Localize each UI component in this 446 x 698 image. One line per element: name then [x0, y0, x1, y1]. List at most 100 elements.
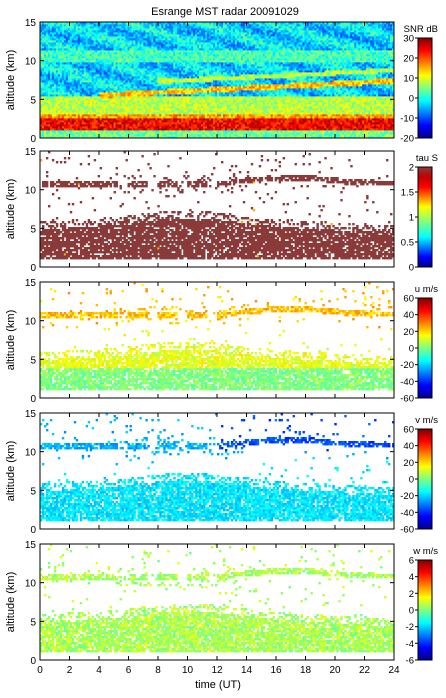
data-cell	[187, 124, 190, 127]
data-cell	[69, 42, 73, 45]
data-cell	[121, 130, 124, 133]
data-cell	[179, 54, 182, 57]
data-cell	[101, 80, 105, 83]
data-cell	[81, 112, 85, 115]
data-cell	[65, 54, 69, 57]
data-cell	[99, 46, 103, 49]
data-cell	[105, 62, 109, 65]
data-cell	[169, 76, 172, 79]
data-cell	[89, 36, 93, 39]
data-cell	[153, 100, 156, 103]
data-cell	[121, 58, 124, 61]
data-cell	[97, 28, 101, 31]
data-cell	[151, 120, 154, 123]
data-cell	[45, 56, 49, 59]
data-cell	[115, 120, 118, 123]
data-cell	[111, 22, 114, 25]
data-cell	[131, 132, 134, 135]
data-cell	[121, 28, 124, 31]
data-cell	[203, 82, 206, 85]
data-cell	[77, 72, 81, 75]
data-cell	[79, 24, 83, 27]
data-cell	[53, 30, 57, 33]
data-cell	[115, 72, 118, 75]
data-cell	[91, 70, 95, 73]
data-cell	[99, 36, 103, 39]
data-cell	[79, 66, 83, 69]
data-cell	[125, 70, 128, 73]
data-cell	[41, 88, 45, 91]
data-cell	[89, 46, 93, 49]
data-cell	[183, 114, 186, 117]
data-cell	[129, 136, 132, 138]
data-cell	[181, 58, 184, 61]
data-cell	[83, 58, 87, 61]
data-cell	[207, 116, 210, 119]
data-cell	[155, 116, 158, 119]
data-cell	[115, 94, 118, 97]
data-cell	[169, 100, 172, 103]
data-cell	[133, 92, 136, 95]
data-cell	[137, 28, 140, 31]
data-cell	[89, 132, 93, 135]
data-cell	[167, 100, 170, 103]
data-cell	[123, 80, 126, 83]
data-cell	[103, 90, 107, 93]
data-cell	[61, 132, 65, 135]
data-cell	[153, 130, 156, 133]
data-cell	[161, 52, 164, 55]
data-cell	[87, 40, 91, 43]
data-cell	[165, 74, 168, 77]
data-cell	[145, 90, 148, 93]
data-cell	[135, 26, 138, 29]
data-cell	[185, 94, 188, 97]
data-cell	[137, 34, 140, 37]
data-cell	[111, 126, 114, 129]
data-cell	[113, 114, 116, 117]
data-cell	[157, 118, 160, 121]
data-cell	[71, 100, 75, 103]
data-cell	[143, 100, 146, 103]
data-cell	[143, 34, 146, 37]
data-cell	[131, 58, 134, 61]
data-cell	[61, 40, 65, 43]
data-cell	[193, 30, 196, 33]
data-cell	[119, 120, 122, 123]
data-cell	[165, 68, 168, 71]
data-cell	[133, 102, 136, 105]
data-cell	[209, 116, 212, 119]
data-cell	[189, 42, 192, 45]
data-cell	[185, 64, 188, 67]
data-cell	[207, 100, 210, 103]
data-cell	[183, 104, 186, 107]
data-cell	[45, 38, 49, 41]
data-cell	[115, 24, 118, 27]
data-cell	[93, 128, 97, 131]
data-cell	[77, 34, 81, 37]
data-cell	[169, 102, 172, 105]
data-cell	[53, 28, 57, 31]
data-cell	[65, 64, 69, 67]
data-cell	[165, 124, 168, 127]
data-cell	[91, 96, 95, 99]
data-cell	[89, 70, 93, 73]
data-cell	[103, 104, 107, 107]
data-cell	[177, 92, 180, 95]
data-cell	[137, 24, 140, 27]
data-cell	[107, 136, 111, 138]
data-cell	[57, 116, 61, 119]
data-cell	[69, 48, 73, 51]
data-cell	[163, 26, 166, 29]
data-cell	[103, 110, 107, 113]
data-cell	[197, 80, 200, 83]
data-cell	[85, 92, 89, 95]
data-cell	[169, 36, 172, 39]
data-cell	[129, 94, 132, 97]
data-cell	[81, 70, 85, 73]
data-cell	[123, 32, 126, 35]
data-cell	[175, 68, 178, 71]
data-cell	[197, 114, 200, 117]
data-cell	[169, 132, 172, 135]
data-cell	[169, 114, 172, 117]
data-cell	[87, 110, 91, 113]
